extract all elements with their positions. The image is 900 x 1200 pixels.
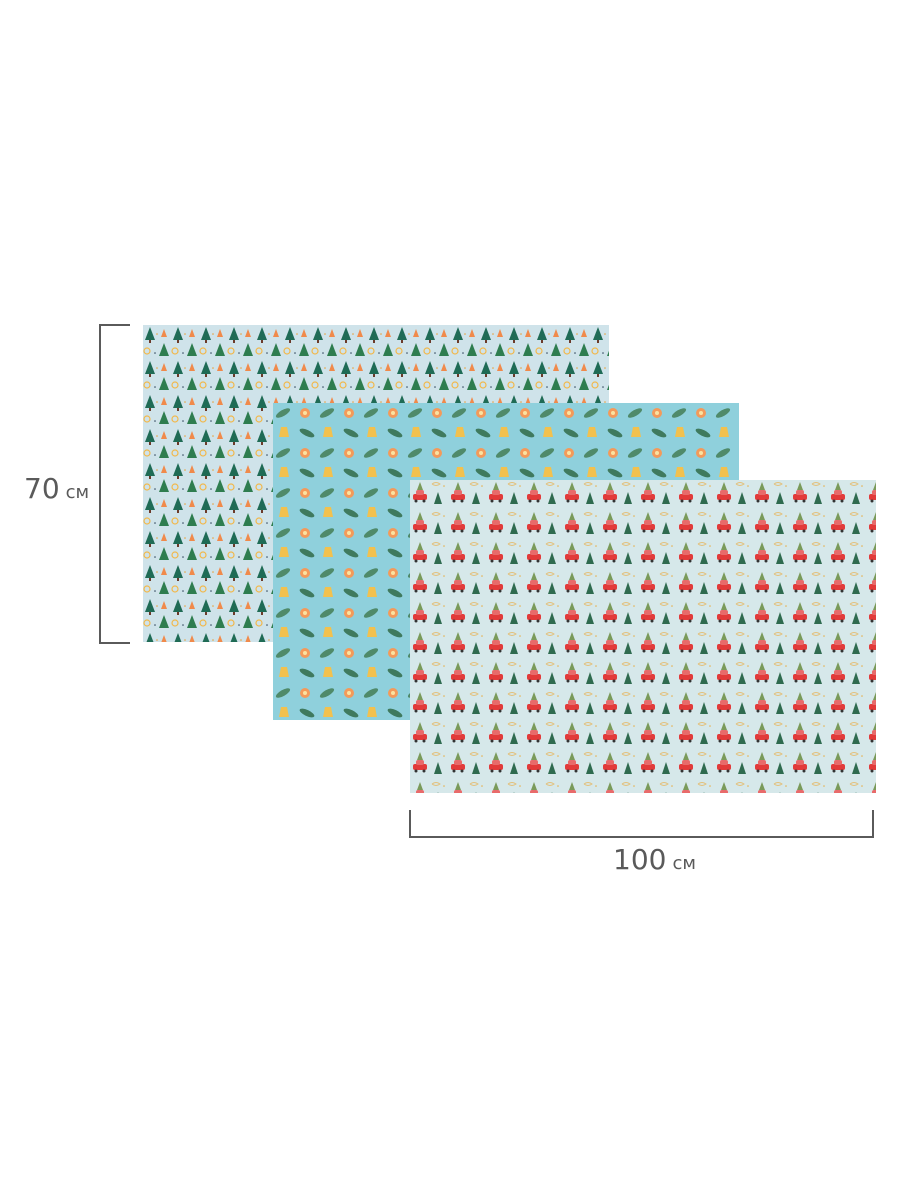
- wrapping-paper-sheet-cars: [410, 480, 876, 793]
- height-unit: см: [65, 482, 90, 503]
- height-dimension-label: 70 см: [24, 472, 89, 505]
- width-dimension-label: 100 см: [613, 843, 696, 876]
- width-bracket: [409, 810, 874, 838]
- width-value: 100: [613, 843, 667, 876]
- height-bracket: [99, 324, 130, 644]
- height-value: 70: [24, 472, 60, 505]
- width-unit: см: [672, 853, 696, 874]
